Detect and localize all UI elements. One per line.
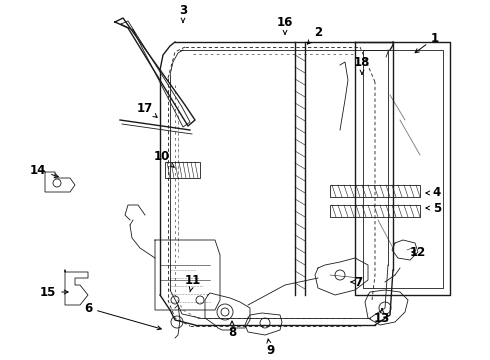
Text: 18: 18 [354,55,370,74]
Bar [330,205,420,217]
Text: 4: 4 [426,186,441,199]
Text: 15: 15 [40,285,68,298]
Text: 3: 3 [179,4,187,22]
Text: 7: 7 [351,275,362,288]
Bar [165,162,200,178]
Text: 2: 2 [308,26,322,44]
Text: 11: 11 [185,274,201,292]
Bar [330,185,420,197]
Text: 17: 17 [137,102,157,117]
Text: 8: 8 [228,321,236,338]
Text: 1: 1 [415,31,439,53]
Text: 10: 10 [154,150,174,167]
Text: 14: 14 [30,163,58,177]
Text: 6: 6 [84,302,161,330]
Text: 16: 16 [277,15,293,34]
Text: 13: 13 [374,309,390,324]
Text: 9: 9 [266,339,274,356]
Text: 12: 12 [410,246,426,258]
Text: 5: 5 [426,202,441,215]
